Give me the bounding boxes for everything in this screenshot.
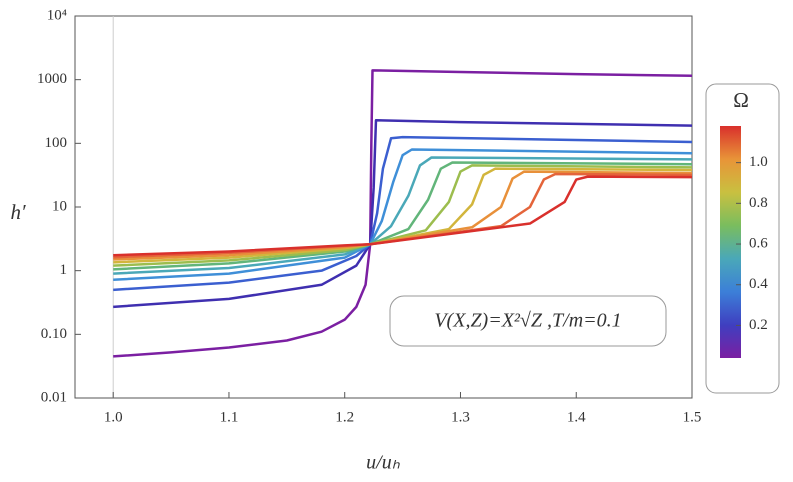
curve — [113, 172, 693, 259]
curve — [113, 69, 693, 358]
colorbar-tick-label: 0.6 — [749, 235, 768, 251]
curve — [113, 156, 693, 275]
annotation-box — [389, 295, 667, 347]
y-tick-label: 10 — [52, 198, 67, 214]
y-axis-label: h′ — [10, 200, 26, 224]
curve — [113, 135, 693, 292]
x-tick-label: 1.1 — [220, 409, 239, 425]
colorbar-tick-label: 0.4 — [749, 276, 768, 292]
curve — [113, 119, 693, 309]
y-tick-label: 10⁴ — [47, 7, 67, 23]
x-tick-label: 1.5 — [683, 409, 702, 425]
curve — [113, 170, 693, 261]
x-axis-label: u/uₕ — [366, 452, 401, 474]
y-tick-label: 1000 — [37, 71, 67, 87]
colorbar-title: Ω — [733, 88, 749, 112]
x-tick-label: 1.3 — [451, 409, 470, 425]
colorbar-tick-label: 0.2 — [749, 317, 768, 333]
y-tick-label: 1 — [60, 262, 68, 278]
curve — [113, 148, 693, 281]
curve — [113, 164, 693, 267]
x-tick-label: 1.4 — [567, 409, 586, 425]
colorbar-box — [705, 83, 780, 394]
colorbar-tick-label: 0.8 — [749, 195, 768, 211]
annotation: V(X,Z)=X²√Z ,T/m=0.1 — [434, 310, 621, 332]
y-tick-label: 100 — [45, 135, 68, 151]
x-tick-label: 1.0 — [104, 409, 123, 425]
curve — [113, 161, 693, 271]
x-tick-label: 1.2 — [335, 409, 354, 425]
y-tick-label: 0.01 — [41, 389, 67, 405]
colorbar-tick-label: 1.0 — [749, 154, 768, 170]
colorbar — [720, 126, 741, 358]
curve — [113, 175, 693, 257]
curve — [113, 167, 693, 264]
y-tick-label: 0.10 — [41, 326, 67, 342]
